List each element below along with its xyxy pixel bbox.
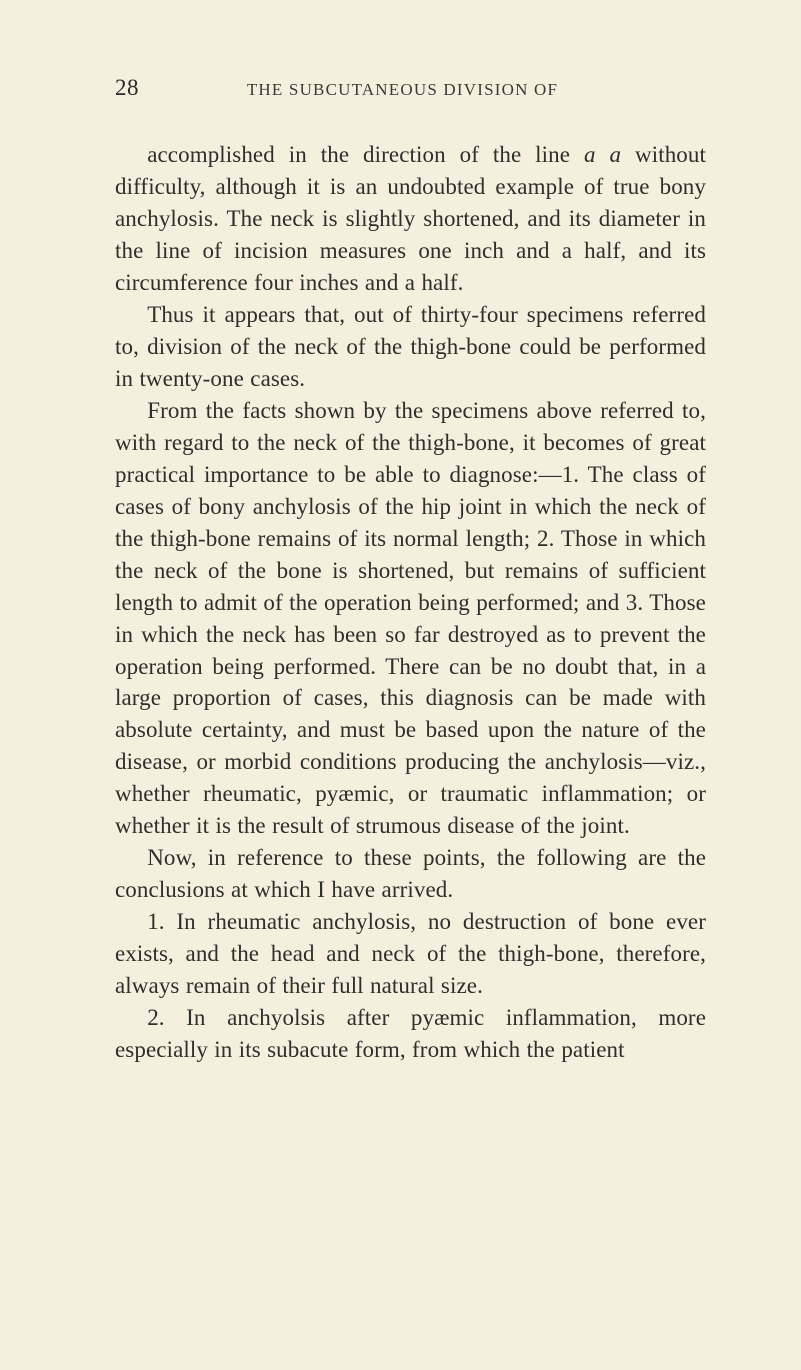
body-text: accomplished in the direction of the lin… (115, 139, 706, 1066)
paragraph-6: 2. In anchyolsis after pyæmic inflammati… (115, 1002, 706, 1066)
running-header: THE SUBCUTANEOUS DIVISION OF (159, 80, 646, 100)
header-row: 28 THE SUBCUTANEOUS DIVISION OF (115, 75, 706, 101)
paragraph-4: Now, in reference to these points, the f… (115, 842, 706, 906)
paragraph-2: Thus it appears that, out of thirty-four… (115, 299, 706, 395)
page-container: 28 THE SUBCUTANEOUS DIVISION OF accompli… (0, 0, 801, 1370)
p1-part-a: accomplished in the direction of the lin… (147, 142, 584, 167)
p1-italic: a a (584, 142, 621, 167)
paragraph-5: 1. In rheumatic anchylosis, no destructi… (115, 906, 706, 1002)
page-number: 28 (115, 75, 139, 101)
paragraph-3: From the facts shown by the specimens ab… (115, 395, 706, 843)
paragraph-1: accomplished in the direction of the lin… (115, 139, 706, 299)
